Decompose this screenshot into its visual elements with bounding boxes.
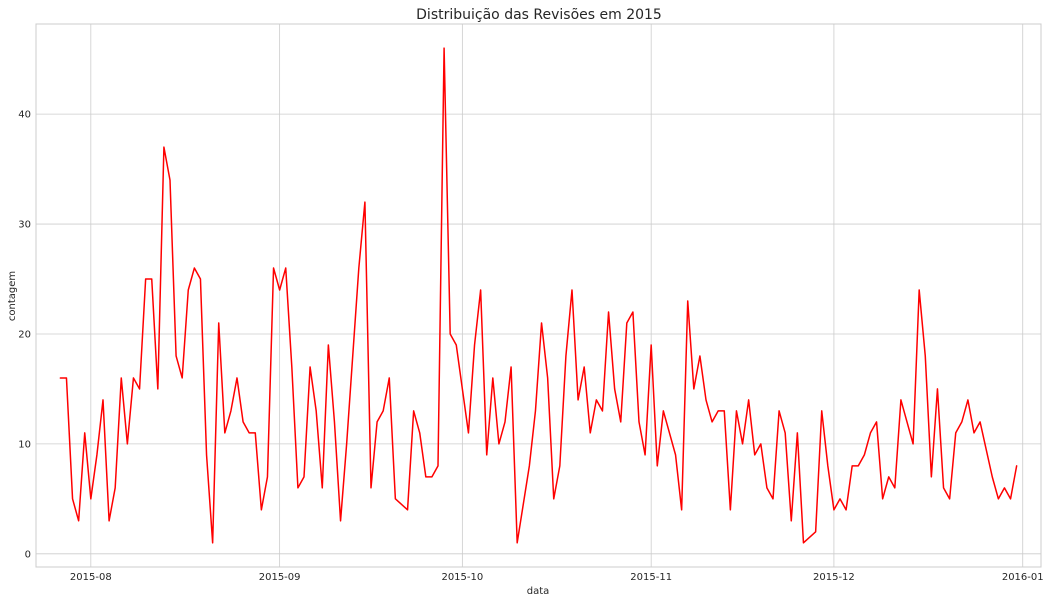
x-tick-label: 2015-10 [441, 572, 483, 583]
x-tick-label: 2015-11 [630, 572, 672, 583]
plot-area [35, 23, 1042, 568]
plot-frame [35, 23, 1042, 568]
y-gridlines [36, 113, 1041, 555]
y-tick-label: 40 [18, 110, 31, 121]
y-tick-label: 10 [18, 439, 31, 450]
series-line [59, 47, 1018, 544]
y-tick-label: 20 [18, 329, 31, 340]
y-axis-label: contagem [7, 271, 18, 321]
x-tick-label: 2015-08 [70, 572, 112, 583]
series-layer [59, 47, 1018, 544]
x-tick-label: 2015-12 [813, 572, 855, 583]
x-tick-label: 2016-01 [1002, 572, 1044, 583]
x-tick-label: 2015-09 [259, 572, 301, 583]
y-tick-label: 30 [18, 220, 31, 231]
x-tick-labels: 2015-08 2015-09 2015-10 2015-11 2015-12 2016-… [70, 572, 1044, 583]
y-tick-labels: 0 10 20 30 40 [18, 110, 31, 561]
x-axis-label: data [527, 586, 550, 597]
chart-title: Distribuição das Revisões em 2015 [416, 7, 662, 23]
y-tick-label: 0 [25, 549, 31, 560]
